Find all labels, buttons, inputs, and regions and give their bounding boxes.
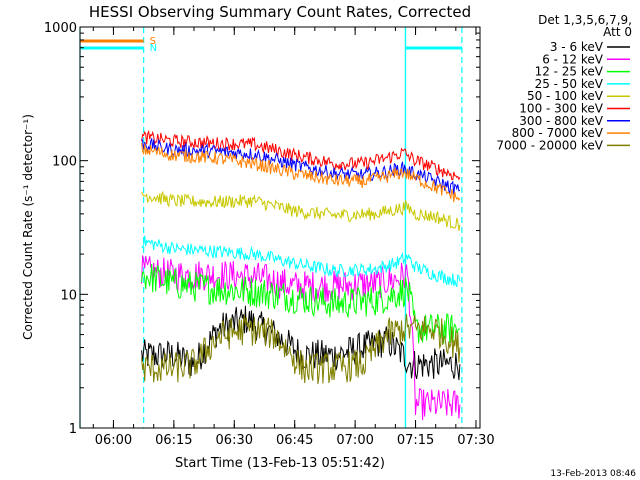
legend-header-line-1: Det 1,3,5,6,7,9, (538, 13, 632, 27)
x-tick-label: 07:15 (397, 433, 434, 448)
legend-entry-label: 12 - 25 keV (535, 65, 604, 79)
series-lines (141, 129, 461, 421)
legend-entry-label: 100 - 300 keV (519, 102, 603, 116)
legend-entry-label: 50 - 100 keV (527, 89, 604, 103)
legend-entry-label: 300 - 800 keV (519, 114, 603, 128)
footer-timestamp: 13-Feb-2013 08:46 (550, 469, 636, 479)
legend-entry-label: 25 - 50 keV (535, 77, 604, 91)
series-line-2 (141, 263, 460, 344)
series-line-5 (141, 129, 461, 181)
x-tick-label: 06:00 (95, 433, 132, 448)
legend-entry-label: 800 - 7000 keV (512, 126, 604, 140)
legend-entry-label: 7000 - 20000 keV (496, 138, 603, 152)
x-tick-label: 06:30 (216, 433, 253, 448)
y-tick-label: 1 (69, 422, 77, 437)
legend-entry-label: 6 - 12 keV (542, 52, 604, 66)
x-tick-label: 06:45 (276, 433, 313, 448)
x-tick-label: 07:30 (457, 433, 494, 448)
legend-entry-label: 3 - 6 keV (550, 40, 604, 54)
y-axis-label: Corrected Count Rate (s⁻¹ detector⁻¹) (21, 114, 35, 340)
plot-frame (79, 26, 481, 429)
y-tick-label: 100 (52, 155, 77, 170)
y-tick-label: 1000 (44, 21, 77, 36)
series-line-4 (141, 190, 461, 231)
flag-label-s: S (150, 36, 156, 47)
y-tick-label: 10 (60, 288, 77, 303)
flag-label-n: N (150, 43, 157, 54)
series-line-8 (141, 313, 461, 385)
series-line-3 (141, 235, 461, 287)
series-line-1 (141, 255, 461, 421)
chart-title: HESSI Observing Summary Count Rates, Cor… (89, 3, 471, 21)
x-tick-label: 06:15 (155, 433, 192, 448)
legend-header-line-2: Att 0 (603, 25, 632, 39)
x-axis-label: Start Time (13-Feb-13 05:51:42) (175, 456, 385, 471)
x-tick-label: 07:00 (336, 433, 373, 448)
series-line-7 (141, 143, 461, 203)
axes: 1 10 100 1000 06:00 06:15 06:30 06:45 07:00 07:15… (44, 21, 495, 448)
